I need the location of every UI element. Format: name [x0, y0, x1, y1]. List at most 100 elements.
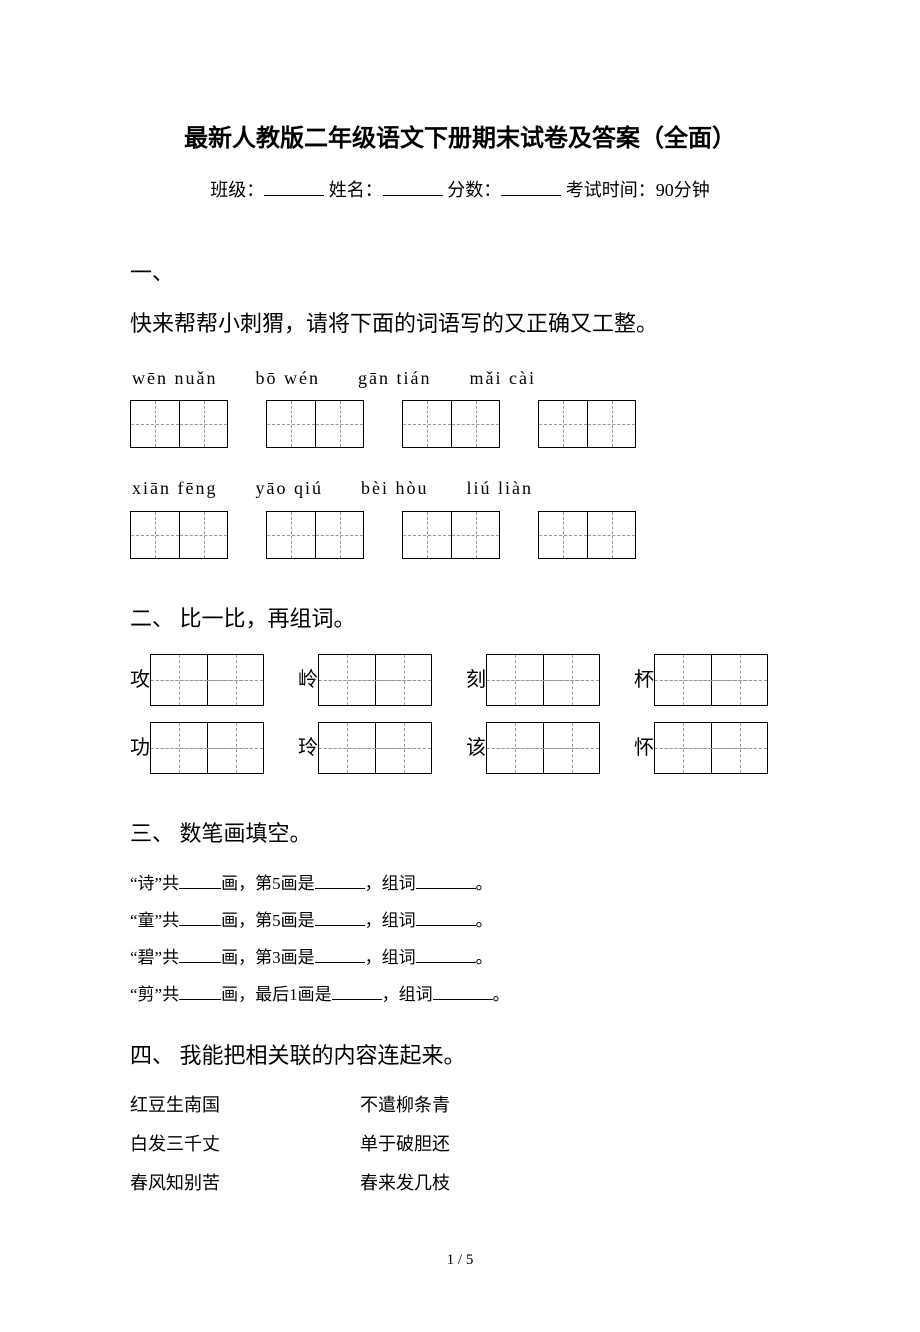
- blank[interactable]: [179, 909, 221, 926]
- section-4-pairs: 红豆生南国不遣柳条青白发三千丈单于破胆还春风知别苦春来发几枝: [130, 1091, 790, 1197]
- pinyin-text: yāo qiú: [255, 474, 323, 503]
- stroke-char: 童: [138, 911, 155, 930]
- writing-box[interactable]: [538, 400, 636, 448]
- blank[interactable]: [179, 983, 221, 1000]
- match-right: 不遣柳条青: [360, 1091, 450, 1120]
- text: ”共: [155, 874, 180, 893]
- text: 。: [476, 911, 493, 930]
- writing-box[interactable]: [130, 400, 228, 448]
- pair-row-2: 功 玲 该 怀: [130, 722, 790, 774]
- text: 。: [476, 948, 493, 967]
- score-blank[interactable]: [501, 178, 561, 196]
- pinyin-text: xiān fēng: [132, 474, 217, 503]
- text: ，组词: [365, 948, 416, 967]
- text: 画，第5画是: [221, 911, 315, 930]
- info-line: 班级： 姓名： 分数： 考试时间：90分钟: [130, 176, 790, 205]
- writing-box[interactable]: [318, 654, 432, 706]
- section-1-instruction: 快来帮帮小刺猬，请将下面的词语写的又正确又工整。: [130, 306, 790, 341]
- pair-item: 攻: [130, 654, 264, 706]
- class-label: 班级：: [210, 180, 264, 200]
- name-blank[interactable]: [383, 178, 443, 196]
- writing-box[interactable]: [486, 654, 600, 706]
- writing-box[interactable]: [402, 400, 500, 448]
- blank[interactable]: [315, 946, 365, 963]
- writing-box[interactable]: [318, 722, 432, 774]
- blank[interactable]: [179, 872, 221, 889]
- match-left: 春风知别苦: [130, 1169, 360, 1198]
- text: 画，最后1画是: [221, 985, 332, 1004]
- text: ”共: [155, 948, 180, 967]
- pair-char: 功: [130, 732, 150, 764]
- blank[interactable]: [416, 872, 476, 889]
- blank[interactable]: [416, 946, 476, 963]
- writing-box[interactable]: [402, 511, 500, 559]
- section-3-lines: “诗”共画，第5画是，组词。“童”共画，第5画是，组词。“碧”共画，第3画是，组…: [130, 870, 790, 1009]
- writing-box[interactable]: [654, 654, 768, 706]
- text: 画，第3画是: [221, 948, 315, 967]
- pair-char: 怀: [634, 732, 654, 764]
- blank[interactable]: [179, 946, 221, 963]
- pair-item: 杯: [634, 654, 768, 706]
- pinyin-text: mǎi cài: [469, 364, 535, 393]
- stroke-char: 碧: [138, 948, 155, 967]
- pair-char: 杯: [634, 664, 654, 696]
- section-3-heading: 三、 数笔画填空。: [130, 816, 790, 851]
- writing-box[interactable]: [486, 722, 600, 774]
- text: ，组词: [365, 911, 416, 930]
- pair-char: 刻: [466, 664, 486, 696]
- writing-box[interactable]: [266, 511, 364, 559]
- pair-char: 岭: [298, 664, 318, 696]
- class-blank[interactable]: [264, 178, 324, 196]
- match-row: 春风知别苦春来发几枝: [130, 1169, 790, 1198]
- match-row: 红豆生南国不遣柳条青: [130, 1091, 790, 1120]
- text: 。: [476, 874, 493, 893]
- text: 。: [493, 985, 510, 1004]
- pinyin-text: liú liàn: [466, 474, 533, 503]
- pair-item: 怀: [634, 722, 768, 774]
- quote-open: “: [130, 948, 138, 967]
- writing-box[interactable]: [150, 722, 264, 774]
- pair-char: 攻: [130, 664, 150, 696]
- blank[interactable]: [416, 909, 476, 926]
- stroke-char: 诗: [138, 874, 155, 893]
- grid-row-2: [130, 511, 790, 559]
- pair-item: 功: [130, 722, 264, 774]
- blank[interactable]: [332, 983, 382, 1000]
- blank[interactable]: [315, 872, 365, 889]
- match-right: 春来发几枝: [360, 1169, 450, 1198]
- pair-row-1: 攻 岭 刻 杯: [130, 654, 790, 706]
- pair-char: 玲: [298, 732, 318, 764]
- text: 画，第5画是: [221, 874, 315, 893]
- stroke-line: “碧”共 画，第3画是 ，组词 。: [130, 944, 790, 971]
- text: ”共: [155, 911, 180, 930]
- writing-box[interactable]: [130, 511, 228, 559]
- pinyin-row-1: wēn nuǎn bō wén gān tián mǎi cài: [130, 364, 790, 393]
- grid-row-1: [130, 400, 790, 448]
- quote-open: “: [130, 985, 138, 1004]
- pinyin-text: gān tián: [358, 364, 431, 393]
- stroke-line: “诗”共 画，第5画是 ，组词 。: [130, 870, 790, 897]
- match-right: 单于破胆还: [360, 1130, 450, 1159]
- pair-item: 岭: [298, 654, 432, 706]
- section-1-num: 一、: [130, 255, 790, 290]
- text: ，组词: [382, 985, 433, 1004]
- writing-box[interactable]: [538, 511, 636, 559]
- page-number: 1 / 5: [130, 1248, 790, 1272]
- stroke-char: 剪: [138, 985, 155, 1004]
- match-row: 白发三千丈单于破胆还: [130, 1130, 790, 1159]
- quote-open: “: [130, 874, 138, 893]
- pinyin-text: bèi hòu: [361, 474, 429, 503]
- pinyin-text: bō wén: [255, 364, 320, 393]
- blank[interactable]: [433, 983, 493, 1000]
- page-title: 最新人教版二年级语文下册期末试卷及答案（全面）: [130, 120, 790, 158]
- pair-item: 玲: [298, 722, 432, 774]
- writing-box[interactable]: [266, 400, 364, 448]
- writing-box[interactable]: [150, 654, 264, 706]
- text: ”共: [155, 985, 180, 1004]
- pair-item: 该: [466, 722, 600, 774]
- section-4-heading: 四、 我能把相关联的内容连起来。: [130, 1038, 790, 1073]
- blank[interactable]: [315, 909, 365, 926]
- writing-box[interactable]: [654, 722, 768, 774]
- text: ，组词: [365, 874, 416, 893]
- match-left: 红豆生南国: [130, 1091, 360, 1120]
